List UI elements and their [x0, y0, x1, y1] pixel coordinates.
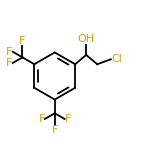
Text: Cl: Cl — [112, 54, 123, 64]
Text: F: F — [52, 125, 58, 135]
Text: F: F — [65, 114, 71, 124]
Text: F: F — [6, 58, 13, 68]
Text: F: F — [6, 47, 13, 57]
Text: F: F — [38, 114, 45, 124]
Text: OH: OH — [78, 34, 95, 44]
Text: F: F — [19, 36, 26, 46]
